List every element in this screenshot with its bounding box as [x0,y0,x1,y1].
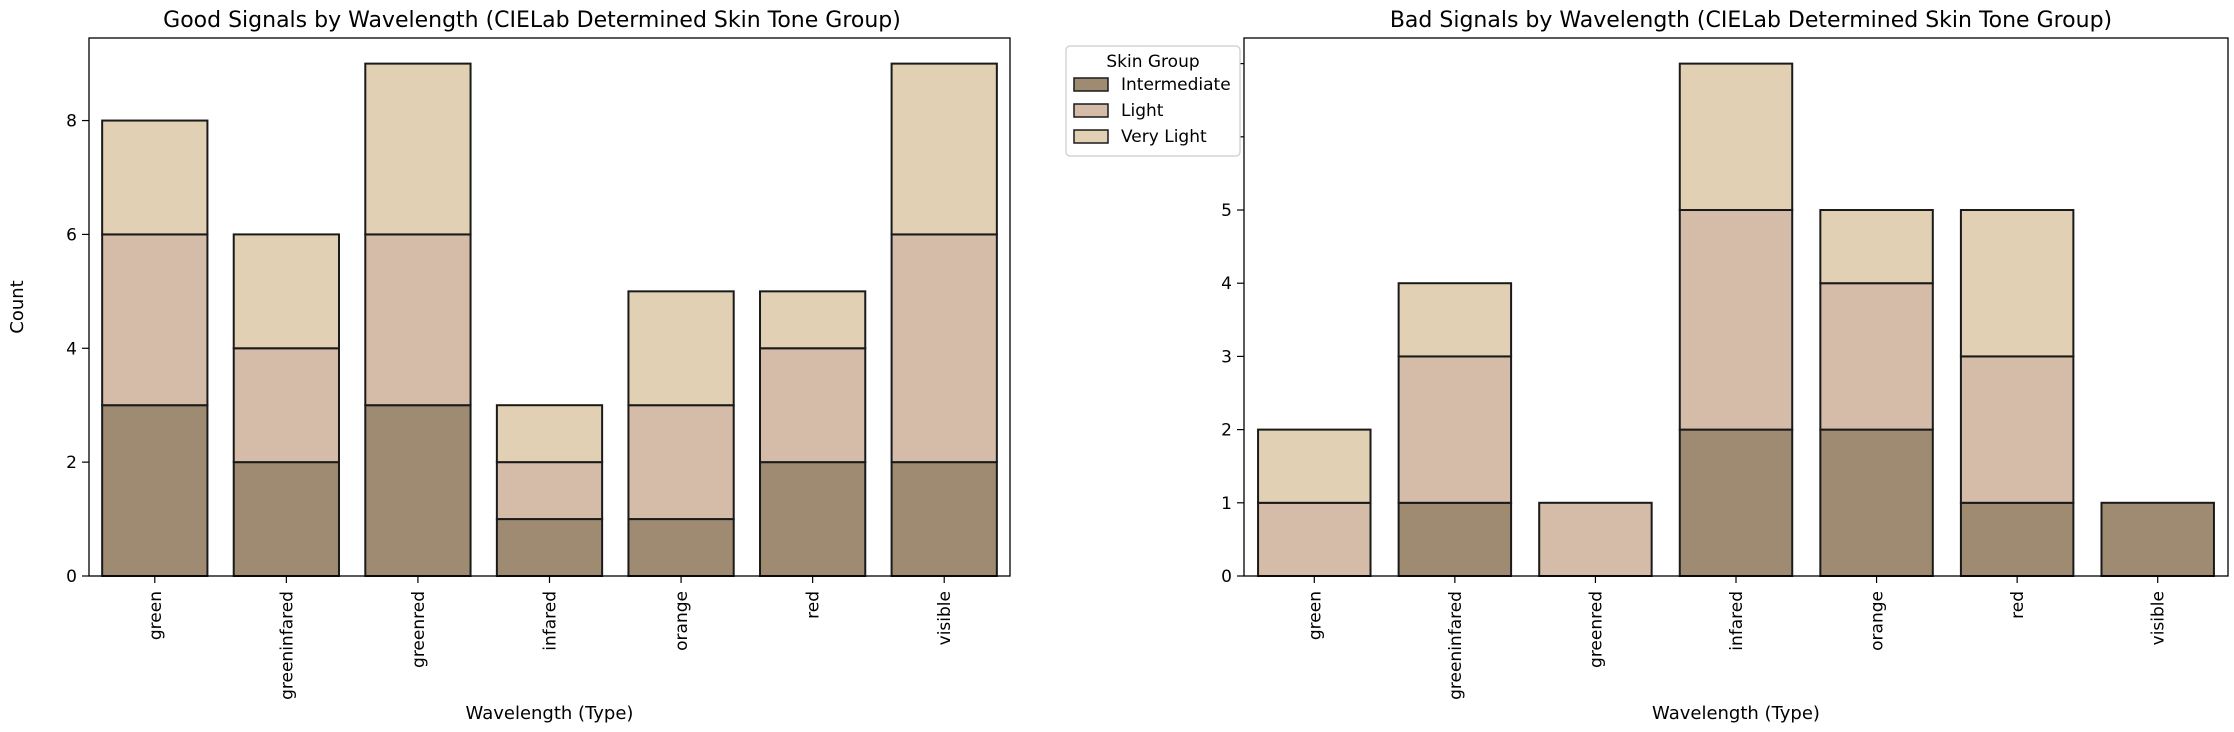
bar-very-light [1678,62,1794,212]
bar-very-light [232,233,340,350]
legend-title: Skin Group [1106,52,1199,72]
y-tick-label: 2 [1221,421,1232,441]
y-tick-label: 6 [66,225,77,245]
legend-label-light: Light [1121,101,1164,121]
bar-intermediate [495,518,604,578]
axes-frame [1243,37,2229,577]
y-axis-label: Count [7,280,28,333]
x-tick-label: greenred [409,591,429,668]
bar-light [1538,501,1653,577]
bar-light [627,404,735,521]
bar-very-light [364,62,472,236]
bar-intermediate [101,404,209,577]
x-tick-label: greeninfared [277,591,297,700]
bar-light [759,347,867,464]
bar-light [1257,501,1372,577]
x-tick-label: green [1305,591,1325,640]
bar-very-light [495,404,604,464]
x-tick-label: visible [2149,591,2169,645]
y-tick-label: 0 [1221,567,1232,587]
legend-box [1065,45,1241,157]
axes-frame [88,37,1011,577]
x-tick-label: red [804,591,824,619]
bar-light [1819,282,1934,431]
legend-label-intermediate: Intermediate [1121,75,1231,95]
x-tick-label: infared [541,591,561,651]
bar-very-light [1819,209,1934,285]
bar-intermediate [1397,501,1513,577]
chart-panel-1: Good Signals by Wavelength (CIELab Deter… [7,8,1011,724]
bar-intermediate [627,518,735,578]
y-tick-label: 3 [1221,347,1232,367]
x-tick-label: greenred [1586,591,1606,668]
x-tick-label: red [2008,591,2028,619]
x-axis-label: Wavelength (Type) [1652,703,1820,724]
y-tick-label: 1 [1221,494,1232,514]
legend: Skin Group Intermediate Light Very Light [1065,45,1241,157]
chart-title: Bad Signals by Wavelength (CIELab Determ… [1390,8,2112,33]
x-tick-label: orange [672,591,692,651]
bar-intermediate [2100,501,2215,577]
bar-very-light [1257,428,1372,504]
bar-very-light [890,62,998,236]
legend-swatch-very-light [1073,129,1109,144]
bar-light [101,233,209,407]
bar-intermediate [1678,428,1794,577]
y-tick-label: 0 [66,567,77,587]
bar-light [232,347,340,464]
legend-swatch-intermediate [1073,77,1109,92]
bar-light [890,233,998,464]
y-tick-label: 5 [1221,201,1232,221]
bar-very-light [1959,209,2075,358]
bar-intermediate [364,404,472,577]
x-tick-label: visible [935,591,955,645]
bar-very-light [1397,282,1513,358]
legend-label-very-light: Very Light [1121,127,1207,147]
bar-light [364,233,472,407]
x-tick-label: infared [1727,591,1747,651]
bar-light [495,461,604,521]
x-tick-label: greeninfared [1446,591,1466,700]
bar-light [1959,355,2075,504]
bar-light [1678,209,1794,431]
bar-intermediate [1959,501,2075,577]
bar-intermediate [890,461,998,578]
y-tick-label: 2 [66,453,77,473]
x-axis-label: Wavelength (Type) [466,703,634,724]
legend-swatch-light [1073,103,1109,118]
chart-panel-2: Bad Signals by Wavelength (CIELab Determ… [1221,8,2229,724]
bar-intermediate [232,461,340,578]
y-tick-label: 4 [66,339,77,359]
chart-title: Good Signals by Wavelength (CIELab Deter… [163,8,901,33]
bar-intermediate [1819,428,1934,577]
bar-light [1397,355,1513,504]
y-tick-label: 8 [66,112,77,132]
bar-very-light [101,119,209,236]
y-tick-label: 4 [1221,274,1232,294]
x-tick-label: green [146,591,166,640]
bar-very-light [627,290,735,407]
x-tick-label: orange [1868,591,1888,651]
bar-intermediate [759,461,867,578]
bar-very-light [759,290,867,350]
